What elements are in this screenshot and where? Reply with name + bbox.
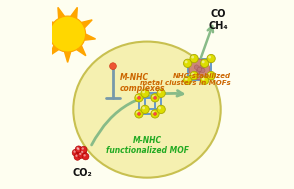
Circle shape <box>185 77 188 80</box>
Circle shape <box>208 73 211 76</box>
Polygon shape <box>64 52 71 62</box>
Circle shape <box>183 59 192 67</box>
Circle shape <box>195 71 200 75</box>
Circle shape <box>142 90 145 93</box>
Polygon shape <box>40 34 51 40</box>
Circle shape <box>157 105 165 114</box>
Circle shape <box>202 77 205 80</box>
Circle shape <box>80 150 86 156</box>
Circle shape <box>141 105 149 114</box>
Circle shape <box>189 59 210 80</box>
Circle shape <box>190 54 198 63</box>
Circle shape <box>82 153 89 160</box>
Circle shape <box>76 147 83 154</box>
Polygon shape <box>58 7 64 19</box>
Circle shape <box>202 60 205 63</box>
Circle shape <box>81 151 83 153</box>
Circle shape <box>185 60 188 63</box>
Circle shape <box>208 56 211 59</box>
Circle shape <box>201 63 206 68</box>
Circle shape <box>201 59 209 67</box>
Circle shape <box>75 155 78 157</box>
Circle shape <box>74 150 76 153</box>
Polygon shape <box>49 46 59 56</box>
Circle shape <box>135 94 143 102</box>
Circle shape <box>136 95 139 98</box>
Circle shape <box>78 152 85 158</box>
Circle shape <box>50 16 86 52</box>
Circle shape <box>194 65 199 69</box>
Text: CO
CH₄: CO CH₄ <box>208 9 228 31</box>
Circle shape <box>151 110 159 118</box>
Circle shape <box>190 71 198 80</box>
Circle shape <box>158 106 161 109</box>
Circle shape <box>75 146 82 153</box>
Circle shape <box>201 76 209 84</box>
Circle shape <box>79 153 81 155</box>
Ellipse shape <box>73 42 221 178</box>
Circle shape <box>191 56 194 59</box>
Circle shape <box>152 111 155 114</box>
Circle shape <box>142 106 145 109</box>
Polygon shape <box>84 34 96 40</box>
Circle shape <box>136 111 139 114</box>
Circle shape <box>83 154 86 156</box>
Text: NHC-stabilized
metal clusters in MOFs: NHC-stabilized metal clusters in MOFs <box>141 73 231 86</box>
Circle shape <box>199 65 204 70</box>
Circle shape <box>72 149 79 156</box>
Circle shape <box>183 76 192 84</box>
Circle shape <box>201 68 205 73</box>
Text: M-NHC
complexes: M-NHC complexes <box>120 74 165 93</box>
Circle shape <box>137 96 141 99</box>
Circle shape <box>76 147 79 149</box>
Circle shape <box>80 146 87 153</box>
Circle shape <box>207 54 215 63</box>
Circle shape <box>135 110 143 118</box>
Circle shape <box>77 148 79 150</box>
Circle shape <box>141 89 149 98</box>
Text: CO₂: CO₂ <box>73 168 93 178</box>
Circle shape <box>137 112 141 115</box>
Circle shape <box>153 112 157 115</box>
Circle shape <box>157 89 165 98</box>
Circle shape <box>196 69 201 74</box>
Circle shape <box>207 71 215 80</box>
Circle shape <box>82 147 84 150</box>
Polygon shape <box>81 20 92 28</box>
Polygon shape <box>77 46 86 56</box>
Text: M-NHC
functionalized MOF: M-NHC functionalized MOF <box>106 136 188 156</box>
Polygon shape <box>71 7 77 19</box>
Circle shape <box>191 73 194 76</box>
Polygon shape <box>43 20 54 28</box>
Circle shape <box>152 95 155 98</box>
Circle shape <box>197 67 202 72</box>
Circle shape <box>153 96 157 99</box>
Circle shape <box>110 63 116 70</box>
Circle shape <box>74 153 81 160</box>
Circle shape <box>151 94 159 102</box>
Circle shape <box>158 90 161 93</box>
